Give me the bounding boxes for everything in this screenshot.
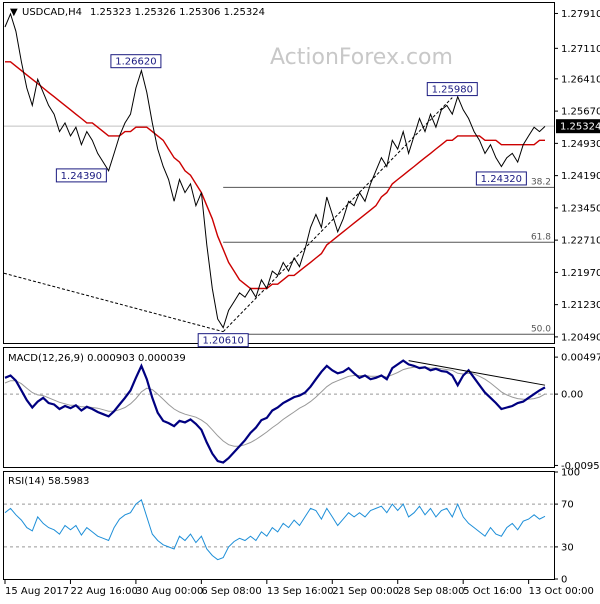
watermark: ActionForex.com [270,45,453,70]
current-price-label: 1.25324 [560,122,600,133]
price-tick-label: 1.25670 [561,107,600,118]
fib-level-label: 61.8 [531,232,551,242]
price-line [4,12,546,329]
symbol-label: USDCAD,H4 [22,7,82,18]
price-annotation-box [475,171,527,186]
macd-line [4,359,546,464]
fib-level-label: 38.2 [531,177,551,187]
macd-layer: 0.004974 0.00 -0.009591 [4,353,600,472]
x-tick-label: 21 Sep 00:00 [332,586,399,597]
price-tick-label: 1.21970 [561,268,600,279]
ohlc-label: 1.25323 1.25326 1.25306 1.25324 [90,7,265,18]
x-tick-label: 13 Sep 16:00 [267,586,334,597]
price-annotation-box [55,168,107,183]
price-tick-label: 1.27110 [561,44,600,55]
price-tick-label: 1.21230 [561,300,600,311]
rsi-tick-label: 30 [561,542,574,553]
rsi-line [4,498,546,561]
trend-line-lower [3,272,224,333]
macd-signal-line [4,366,546,447]
price-annotation-label: 1.26620 [115,57,156,68]
price-annotation-label: 1.20610 [203,336,244,347]
x-tick-label: 22 Aug 16:00 [70,586,137,597]
price-tick-label: 1.24930 [561,139,600,150]
price-pane [3,2,555,344]
x-tick-label: 6 Sep 08:00 [201,586,261,597]
rsi-title: RSI(14) 58.5983 [8,476,89,487]
price-tick-label: 1.22710 [561,236,600,247]
rsi-pane [3,471,555,580]
moving-average-line [5,61,545,290]
price-tick-label: 1.27910 [561,9,600,20]
x-tick-label: 15 Aug 2017 [5,586,69,597]
macd-title: MACD(12,26,9) 0.000903 0.000039 [8,353,186,364]
current-price-box [556,119,600,134]
price-annotation-label: 1.25980 [432,85,473,96]
x-tick-label: 30 Aug 00:00 [136,586,203,597]
rsi-layer: 100 70 30 0 [4,468,580,586]
x-tick-label: 28 Sep 08:00 [398,586,465,597]
macd-tick-label: 0.00 [561,390,583,401]
rsi-tick-label: 70 [561,500,574,511]
price-tick-label: 1.26410 [561,74,600,85]
fib-level-label: 50.0 [531,324,551,334]
price-annotation-box [426,82,478,97]
rsi-tick-label: 0 [561,575,567,586]
price-tick-label: 1.20490 [561,332,600,343]
x-tick-label: 13 Oct 00:00 [529,586,594,597]
price-tick-label: 1.24190 [561,171,600,182]
macd-pane [3,347,555,468]
macd-tick-label: 0.004974 [561,353,600,364]
price-layer: 1.27910 1.27110 1.26410 1.25670 1.24930 1.241… [3,9,600,348]
price-tick-label: 1.23450 [561,203,600,214]
header-arrow-icon: ▼ [10,7,18,18]
price-annotation-box [197,333,249,348]
price-annotation-label: 1.24320 [481,174,522,185]
price-annotation-label: 1.24390 [61,171,102,182]
rsi-tick-label: 100 [561,468,580,479]
price-annotation-box [110,54,162,69]
x-tick-label: 5 Oct 16:00 [463,586,522,597]
macd-trend-line [408,360,546,386]
macd-tick-label: -0.009591 [561,461,600,472]
